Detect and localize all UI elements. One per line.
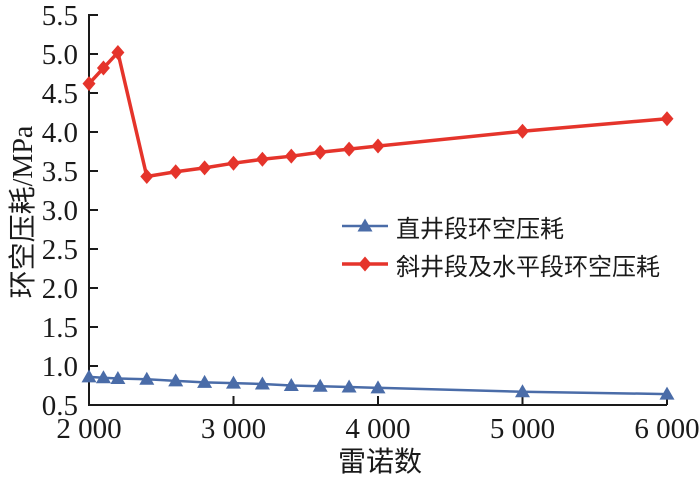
- legend-item-vertical-section: 直井段环空压耗: [342, 210, 660, 243]
- y-tick-label: 1.5: [42, 312, 78, 344]
- series-marker-1: [96, 60, 110, 76]
- legend-triangle-line-icon: [342, 218, 388, 232]
- y-tick-label: 4.0: [42, 117, 78, 149]
- series-marker-0: [312, 378, 328, 392]
- legend-item-inclined-horizontal-section: 斜井段及水平段环空压耗: [342, 248, 660, 281]
- series-marker-1: [140, 168, 154, 184]
- series-marker-1: [111, 44, 125, 60]
- series-marker-1: [284, 148, 298, 164]
- x-tick-label: 2 000: [56, 413, 121, 445]
- series-line-0: [87, 375, 669, 396]
- series-marker-0: [515, 384, 530, 398]
- series-marker-1: [516, 123, 529, 139]
- series-marker-1: [660, 111, 674, 127]
- series-marker-1: [169, 164, 183, 180]
- series-marker-0: [81, 369, 97, 383]
- series-marker-0: [226, 375, 241, 389]
- legend: 直井段环空压耗 斜井段及水平段环空压耗: [342, 210, 660, 281]
- series-marker-1: [342, 141, 356, 157]
- series-marker-0: [659, 386, 675, 400]
- series-marker-1: [371, 138, 385, 154]
- series-marker-0: [139, 371, 155, 385]
- series-marker-0: [341, 379, 357, 393]
- series-marker-1: [313, 144, 327, 160]
- y-tick-label: 4.5: [42, 78, 78, 110]
- series-marker-1: [227, 155, 240, 171]
- series-marker-0: [254, 376, 270, 390]
- series-marker-0: [95, 370, 111, 384]
- y-tick-label: 5.5: [42, 0, 78, 32]
- series-marker-0: [168, 373, 184, 387]
- y-tick-label: 3.0: [42, 195, 78, 227]
- series-marker-0: [110, 370, 126, 384]
- series-line-1: [87, 50, 669, 179]
- series-marker-1: [198, 160, 212, 176]
- x-tick-label: 6 000: [634, 413, 699, 445]
- series-marker-1: [255, 151, 269, 167]
- y-tick-label: 2.0: [42, 273, 78, 305]
- series-marker-0: [197, 374, 213, 388]
- x-tick-label: 4 000: [345, 413, 410, 445]
- y-tick-label: 3.5: [42, 156, 78, 188]
- x-axis-title: 雷诺数: [337, 447, 423, 478]
- legend-diamond-line-icon: [342, 256, 388, 272]
- y-tick-label: 1.0: [42, 351, 78, 383]
- series-marker-1: [82, 76, 96, 92]
- legend-label-inclined-horizontal-section: 斜井段及水平段环空压耗: [396, 254, 660, 281]
- legend-label-vertical-section: 直井段环空压耗: [396, 216, 564, 243]
- series-marker-0: [283, 378, 299, 391]
- series-marker-0: [370, 380, 386, 394]
- y-tick-label: 0.5: [42, 390, 78, 422]
- x-tick-label: 5 000: [490, 413, 555, 445]
- y-tick-label: 2.5: [42, 234, 78, 266]
- y-tick-label: 5.0: [42, 39, 78, 71]
- y-axis-title: 环空压耗/MPa: [8, 125, 39, 299]
- x-tick-label: 3 000: [201, 413, 266, 445]
